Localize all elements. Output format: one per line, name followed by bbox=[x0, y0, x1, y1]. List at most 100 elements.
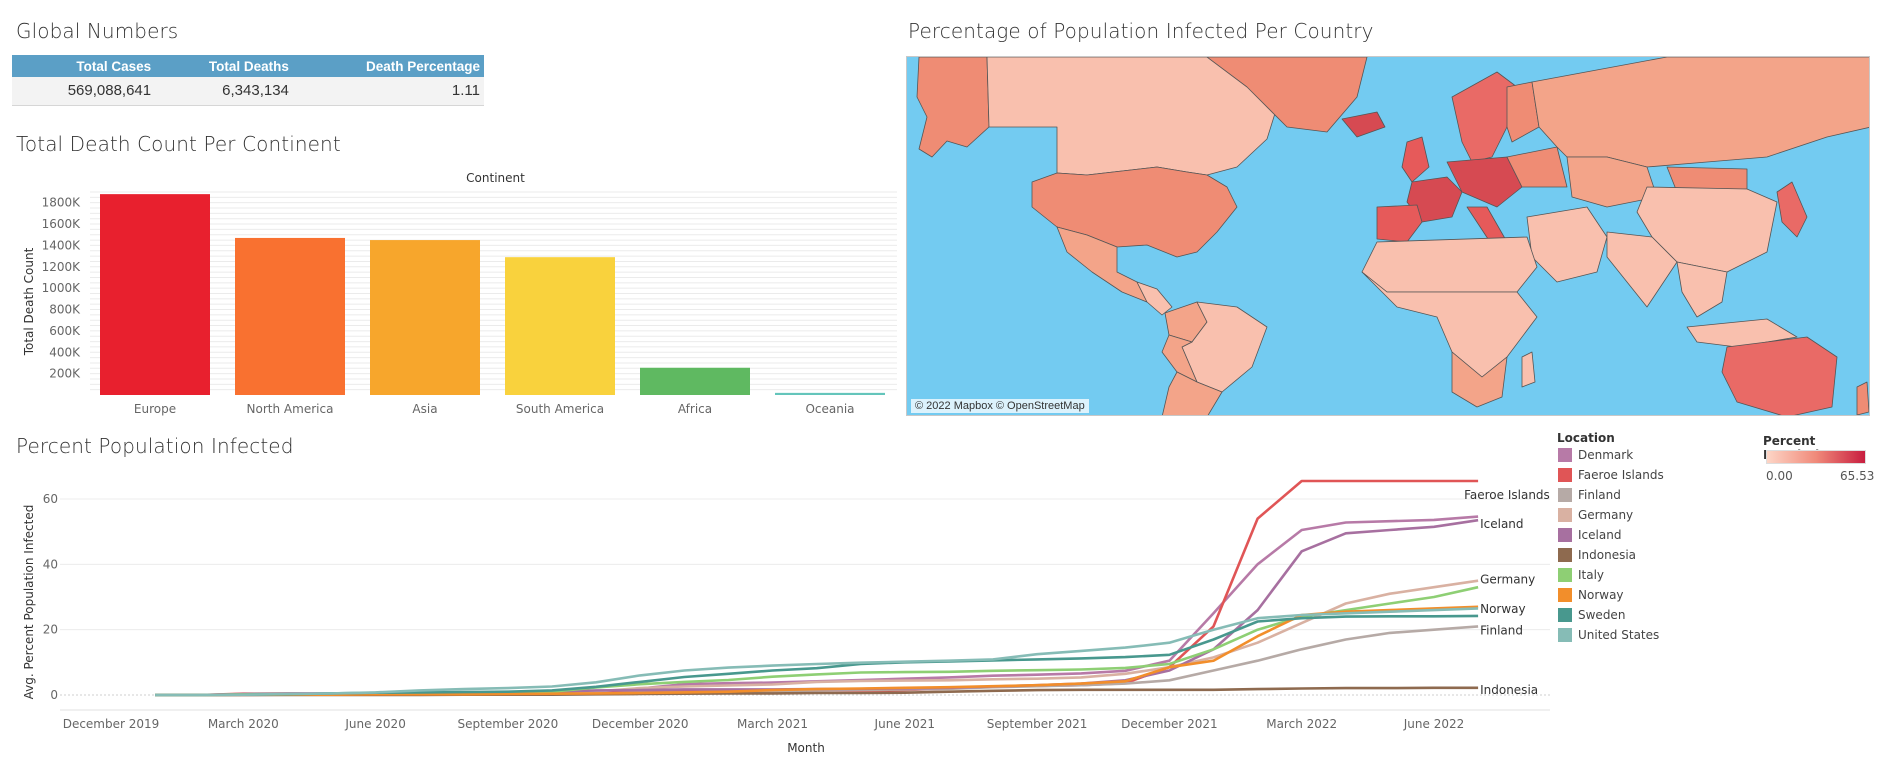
bar-y-tick-label: 1800K bbox=[42, 196, 82, 210]
legend-item-germany[interactable]: Germany bbox=[1558, 505, 1633, 525]
legend-label: Iceland bbox=[1578, 528, 1622, 542]
bar-x-tick-label: Asia bbox=[412, 402, 437, 416]
legend-swatch bbox=[1558, 488, 1572, 502]
legend-swatch bbox=[1558, 508, 1572, 522]
legend-label: United States bbox=[1578, 628, 1660, 642]
death-percentage-value[interactable]: 1.11 bbox=[292, 77, 484, 106]
bar-south-america[interactable] bbox=[505, 257, 615, 395]
line-x-tick-label: September 2020 bbox=[458, 717, 559, 731]
legend-swatch bbox=[1558, 568, 1572, 582]
legend-item-faeroe-islands[interactable]: Faeroe Islands bbox=[1558, 465, 1664, 485]
map-canvas bbox=[916, 57, 1869, 415]
map-title: Percentage of Population Infected Per Co… bbox=[908, 19, 1374, 43]
bar-asia[interactable] bbox=[370, 240, 480, 395]
line-x-tick-label: June 2020 bbox=[344, 717, 406, 731]
global-numbers-title: Global Numbers bbox=[16, 19, 179, 43]
death-count-bar-chart: Continent 200K 400K 600K 800K 1000K 1200K 1400K… bbox=[22, 171, 897, 416]
legend-swatch bbox=[1558, 468, 1572, 482]
region-madagascar bbox=[1521, 351, 1536, 388]
region-scandinavia bbox=[1451, 71, 1518, 163]
legend-swatch bbox=[1558, 528, 1572, 542]
bar-north-america[interactable] bbox=[235, 237, 345, 395]
legend-swatch bbox=[1558, 628, 1572, 642]
region-southeast-asia bbox=[1676, 261, 1728, 318]
total-deaths-value[interactable]: 6,343,134 bbox=[155, 77, 293, 106]
bar-y-axis-label: Total Death Count bbox=[22, 247, 36, 356]
legend-item-iceland[interactable]: Iceland bbox=[1558, 525, 1621, 545]
global-numbers-table: Total Cases Total Deaths Death Percentag… bbox=[12, 55, 484, 106]
series-line-italy[interactable] bbox=[155, 585, 1479, 697]
legend-item-denmark[interactable]: Denmark bbox=[1558, 445, 1633, 465]
map-legend-max: 65.53 bbox=[1840, 469, 1875, 483]
region-uk bbox=[1401, 136, 1430, 183]
legend-item-sweden[interactable]: Sweden bbox=[1558, 605, 1625, 625]
header-total-deaths[interactable]: Total Deaths bbox=[155, 55, 293, 77]
line-x-tick-label: March 2020 bbox=[208, 717, 279, 731]
series-line-norway[interactable] bbox=[155, 605, 1479, 697]
region-australia bbox=[1721, 336, 1838, 415]
line-y-tick-label: 60 bbox=[43, 492, 58, 506]
legend-item-united-states[interactable]: United States bbox=[1558, 625, 1659, 645]
line-x-tick-label: March 2022 bbox=[1266, 717, 1337, 731]
location-legend-title: Location bbox=[1557, 431, 1615, 445]
line-x-tick-label: June 2021 bbox=[874, 717, 936, 731]
bar-x-tick-label: South America bbox=[516, 402, 604, 416]
region-iceland bbox=[1341, 111, 1386, 138]
legend-label: Sweden bbox=[1578, 608, 1626, 622]
region-eastern-europe bbox=[1506, 146, 1568, 188]
region-middle-east bbox=[1526, 206, 1608, 283]
line-y-tick-label: 20 bbox=[43, 623, 58, 637]
total-cases-value[interactable]: 569,088,641 bbox=[12, 77, 156, 106]
percent-infected-line-chart: 0 20 40 60 Avg. Percent Population Infected D… bbox=[22, 479, 1550, 755]
series-line-finland[interactable] bbox=[155, 625, 1479, 697]
bar-y-tick-label: 600K bbox=[49, 324, 81, 338]
map-legend-gradient bbox=[1766, 450, 1866, 464]
series-line-united-states[interactable] bbox=[155, 607, 1479, 697]
region-japan-korea bbox=[1776, 181, 1808, 238]
bar-x-tick-label: Africa bbox=[678, 402, 712, 416]
region-usa bbox=[1031, 166, 1238, 258]
bar-x-tick-label: North America bbox=[247, 402, 334, 416]
end-label-germany: Germany bbox=[1480, 573, 1535, 587]
end-label-iceland: Iceland bbox=[1480, 517, 1523, 531]
bar-africa[interactable] bbox=[640, 367, 750, 395]
bar-x-tick-label: Europe bbox=[134, 402, 176, 416]
legend-item-indonesia[interactable]: Indonesia bbox=[1558, 545, 1636, 565]
end-label-norway: Norway bbox=[1480, 602, 1526, 616]
end-label-faeroe-islands: Faeroe Islands bbox=[1464, 488, 1550, 502]
header-death-percentage[interactable]: Death Percentage bbox=[292, 55, 484, 77]
bar-europe[interactable] bbox=[100, 194, 210, 395]
line-x-tick-label: March 2021 bbox=[737, 717, 808, 731]
region-india bbox=[1606, 231, 1678, 308]
region-france bbox=[1406, 176, 1463, 223]
bar-y-tick-label: 800K bbox=[49, 303, 81, 317]
legend-item-italy[interactable]: Italy bbox=[1558, 565, 1604, 585]
legend-label: Norway bbox=[1578, 588, 1624, 602]
legend-item-finland[interactable]: Finland bbox=[1558, 485, 1621, 505]
legend-item-norway[interactable]: Norway bbox=[1558, 585, 1624, 605]
bar-chart-title: Total Death Count Per Continent bbox=[16, 132, 341, 156]
table-row[interactable]: 569,088,641 6,343,134 1.11 bbox=[12, 77, 484, 106]
line-y-tick-label: 0 bbox=[50, 688, 58, 702]
bar-y-tick-label: 1600K bbox=[42, 217, 82, 231]
legend-label: Denmark bbox=[1578, 448, 1634, 462]
line-y-tick-label: 40 bbox=[43, 557, 58, 571]
region-south-africa bbox=[1451, 351, 1508, 408]
line-x-axis-label: Month bbox=[787, 741, 825, 755]
end-label-indonesia: Indonesia bbox=[1480, 683, 1538, 697]
header-total-cases[interactable]: Total Cases bbox=[12, 55, 156, 77]
legend-label: Italy bbox=[1578, 568, 1605, 582]
map-credit[interactable]: © 2022 Mapbox © OpenStreetMap bbox=[911, 399, 1089, 413]
line-x-tick-label: December 2021 bbox=[1121, 717, 1218, 731]
bar-oceania[interactable] bbox=[775, 392, 885, 395]
bar-y-tick-label: 1400K bbox=[42, 238, 82, 252]
region-central-america bbox=[1136, 281, 1173, 316]
line-x-tick-label: September 2021 bbox=[987, 717, 1088, 731]
legend-swatch bbox=[1558, 588, 1572, 602]
line-y-axis-label: Avg. Percent Population Infected bbox=[22, 505, 36, 700]
region-new-zealand bbox=[1856, 381, 1869, 415]
region-finland bbox=[1506, 81, 1540, 143]
series-line-germany[interactable] bbox=[155, 579, 1479, 697]
bar-chart-header: Continent bbox=[466, 171, 525, 185]
world-map[interactable]: © 2022 Mapbox © OpenStreetMap bbox=[906, 56, 1870, 416]
